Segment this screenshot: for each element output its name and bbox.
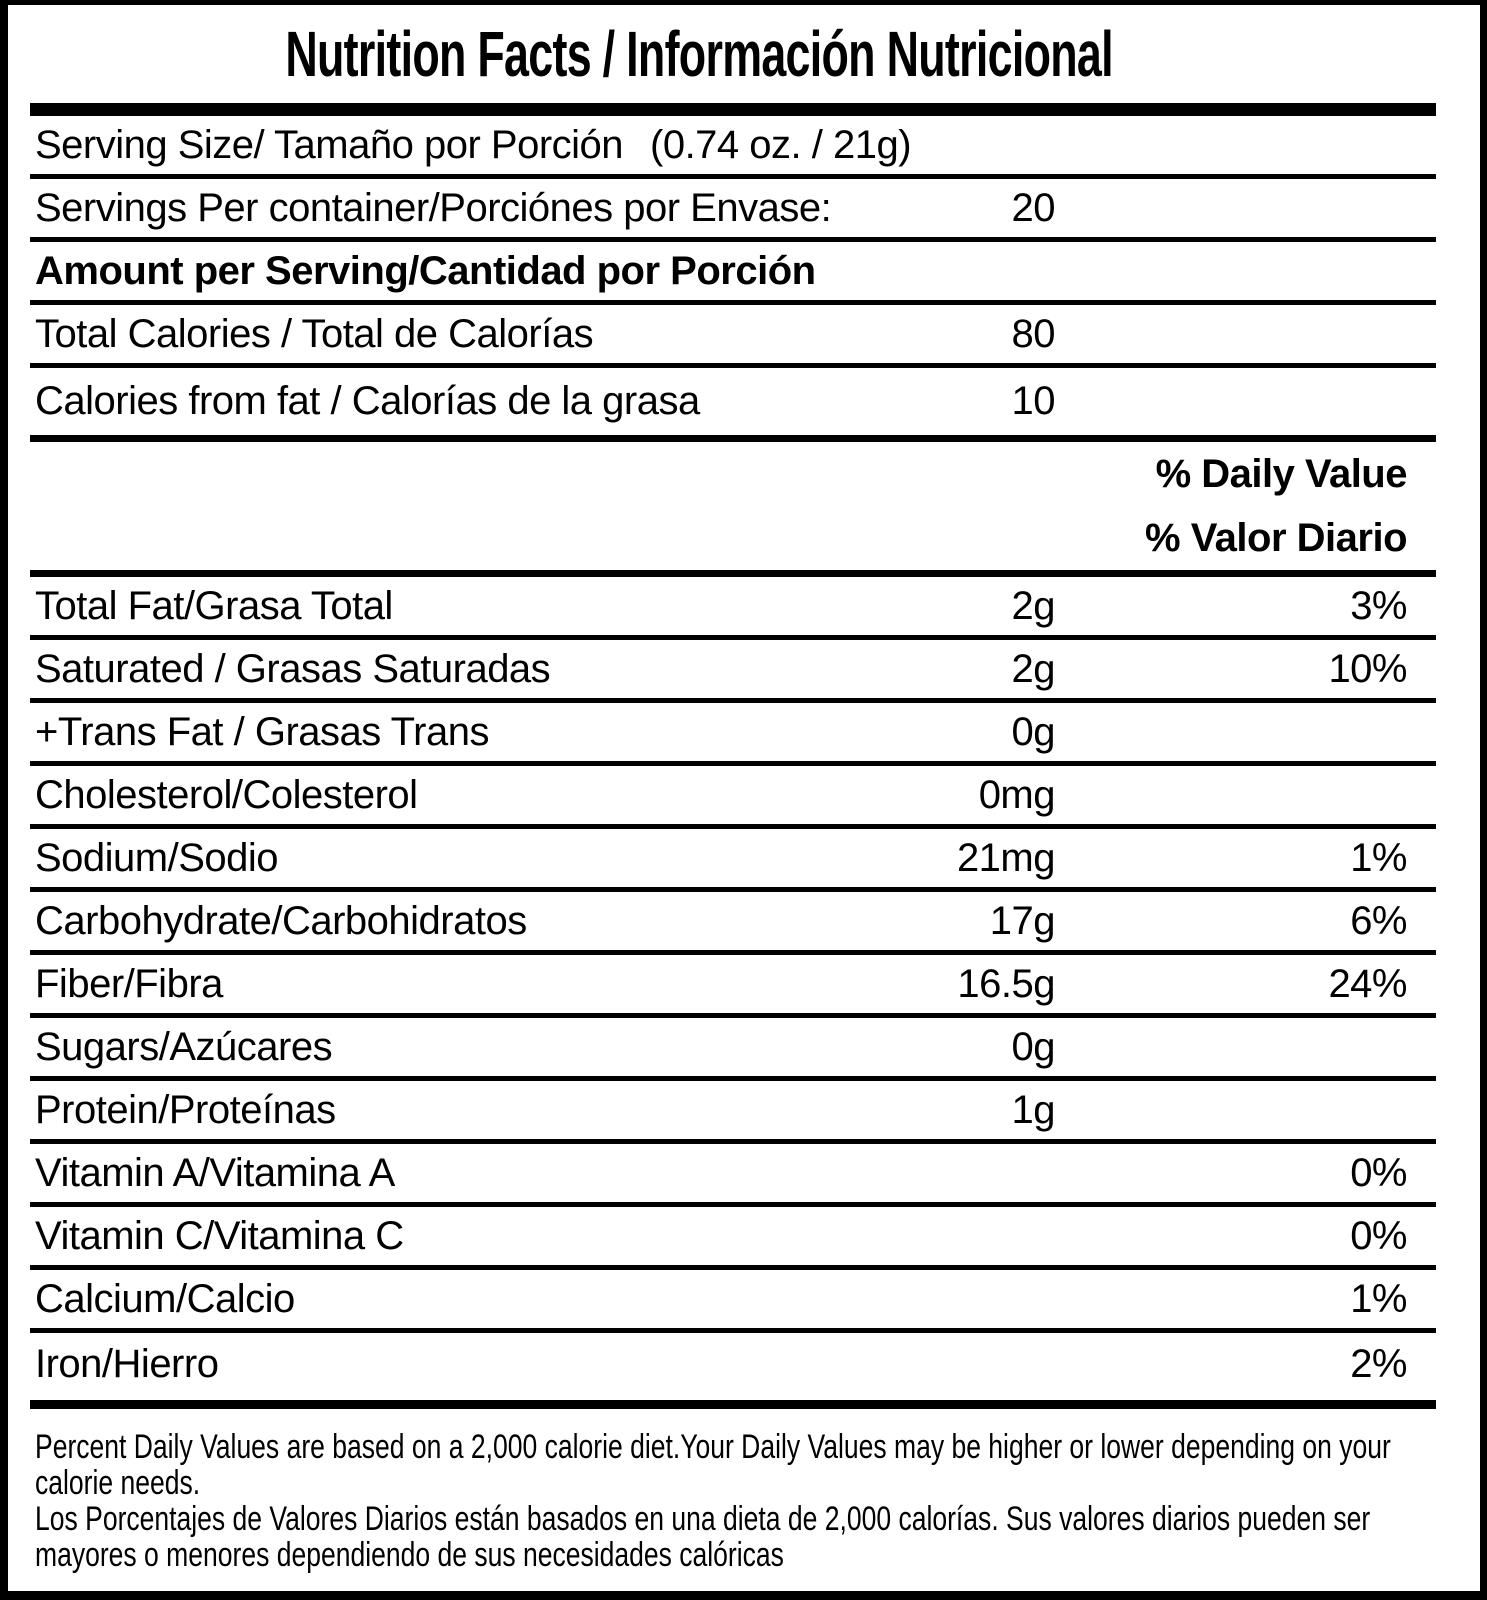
nutrient-amount: 2g bbox=[1011, 646, 1056, 691]
servings-per-container-row: Servings Per container/Porciónes por Env… bbox=[30, 179, 1436, 242]
nutrient-label: Vitamin A/Vitamina A bbox=[35, 1150, 395, 1195]
nutrient-daily-value: 24% bbox=[1328, 961, 1407, 1006]
total-calories-row: Total Calories / Total de Calorías 80 bbox=[30, 305, 1436, 368]
nutrient-daily-value: 0% bbox=[1350, 1150, 1407, 1195]
nutrient-label: Fiber/Fibra bbox=[35, 961, 223, 1006]
nutrient-row: Cholesterol/Colesterol 0mg bbox=[30, 766, 1436, 829]
nutrient-label: Protein/Proteínas bbox=[35, 1087, 336, 1132]
nutrient-daily-value: 2% bbox=[1350, 1342, 1407, 1386]
calories-from-fat-label: Calories from fat / Calorías de la grasa bbox=[35, 379, 700, 423]
serving-size-value: (0.74 oz. / 21g) bbox=[650, 122, 912, 167]
nutrient-label: Sugars/Azúcares bbox=[35, 1024, 333, 1069]
nutrient-daily-value: 6% bbox=[1350, 898, 1407, 943]
nutrient-row: Calcium/Calcio 1% bbox=[30, 1270, 1436, 1333]
nutrient-amount: 16.5g bbox=[957, 961, 1055, 1006]
nutrient-row: Vitamin A/Vitamina A 0% bbox=[30, 1144, 1436, 1207]
label-title: Nutrition Facts / Información Nutriciona… bbox=[285, 18, 1113, 90]
nutrient-row: Carbohydrate/Carbohidratos 17g 6% bbox=[30, 892, 1436, 955]
daily-value-header-es: % Valor Diario bbox=[1145, 515, 1407, 560]
nutrient-row: Total Fat/Grasa Total 2g 3% bbox=[30, 577, 1436, 640]
servings-per-container-value: 20 bbox=[1011, 185, 1056, 230]
footnote-text: calorie needs. bbox=[35, 1464, 201, 1502]
nutrient-row: Sugars/Azúcares 0g bbox=[30, 1018, 1436, 1081]
calories-from-fat-row: Calories from fat / Calorías de la grasa… bbox=[30, 368, 1436, 442]
nutrient-amount: 17g bbox=[989, 898, 1056, 943]
footnote-line: mayores o menores dependiendo de sus nec… bbox=[35, 1537, 1436, 1573]
nutrient-label: Vitamin C/Vitamina C bbox=[35, 1213, 404, 1258]
footer-separator-bar bbox=[30, 1400, 1436, 1409]
nutrient-amount: 1g bbox=[1011, 1087, 1056, 1132]
daily-value-header-block: % Daily Value % Valor Diario bbox=[30, 442, 1436, 577]
footnote-text: Percent Daily Values are based on a 2,00… bbox=[35, 1428, 1391, 1466]
footnote-line: calorie needs. bbox=[35, 1465, 1436, 1501]
nutrient-label: Iron/Hierro bbox=[35, 1342, 219, 1386]
nutrient-amount: 0g bbox=[1011, 709, 1056, 754]
label-header: Nutrition Facts / Información Nutriciona… bbox=[8, 5, 1480, 103]
amount-per-serving-header-row: Amount per Serving/Cantidad por Porción bbox=[30, 242, 1436, 305]
nutrient-daily-value: 1% bbox=[1350, 1276, 1407, 1321]
footnote-text: Los Porcentajes de Valores Diarios están… bbox=[35, 1500, 1371, 1538]
label-content: Serving Size/ Tamaño por Porción (0.74 o… bbox=[8, 116, 1480, 1396]
nutrient-daily-value: 10% bbox=[1328, 646, 1407, 691]
footnote-line: Los Porcentajes de Valores Diarios están… bbox=[35, 1501, 1436, 1537]
nutrient-amount: 2g bbox=[1011, 583, 1056, 628]
nutrient-amount: 0mg bbox=[978, 772, 1056, 817]
daily-value-header-en: % Daily Value bbox=[1155, 451, 1408, 496]
nutrient-rows: Total Fat/Grasa Total 2g 3% Saturated / … bbox=[30, 577, 1436, 1396]
nutrient-row: Sodium/Sodio 21mg 1% bbox=[30, 829, 1436, 892]
footnote-text: mayores o menores dependiendo de sus nec… bbox=[35, 1536, 784, 1574]
nutrient-row: Fiber/Fibra 16.5g 24% bbox=[30, 955, 1436, 1018]
nutrient-amount: 21mg bbox=[956, 835, 1056, 880]
amount-per-serving-header: Amount per Serving/Cantidad por Porción bbox=[35, 248, 816, 293]
nutrient-row: +Trans Fat / Grasas Trans 0g bbox=[30, 703, 1436, 766]
title-separator-bar bbox=[30, 103, 1436, 116]
nutrient-daily-value: 3% bbox=[1350, 583, 1407, 628]
serving-size-label: Serving Size/ Tamaño por Porción bbox=[35, 122, 624, 167]
serving-size-row: Serving Size/ Tamaño por Porción (0.74 o… bbox=[30, 116, 1436, 179]
nutrient-label: Total Fat/Grasa Total bbox=[35, 583, 393, 628]
nutrient-label: Carbohydrate/Carbohidratos bbox=[35, 898, 527, 943]
nutrient-daily-value: 0% bbox=[1350, 1213, 1407, 1258]
servings-per-container-label: Servings Per container/Porciónes por Env… bbox=[35, 185, 832, 230]
nutrient-label: Saturated / Grasas Saturadas bbox=[35, 646, 551, 691]
nutrient-daily-value: 1% bbox=[1350, 835, 1407, 880]
total-calories-label: Total Calories / Total de Calorías bbox=[35, 311, 594, 356]
nutrient-row: Iron/Hierro 2% bbox=[30, 1333, 1436, 1396]
total-calories-value: 80 bbox=[1011, 311, 1056, 356]
calories-from-fat-value: 10 bbox=[1011, 379, 1056, 423]
footnote: Percent Daily Values are based on a 2,00… bbox=[30, 1409, 1436, 1573]
nutrient-row: Vitamin C/Vitamina C 0% bbox=[30, 1207, 1436, 1270]
nutrient-amount: 0g bbox=[1011, 1024, 1056, 1069]
nutrient-row: Protein/Proteínas 1g bbox=[30, 1081, 1436, 1144]
nutrient-label: +Trans Fat / Grasas Trans bbox=[35, 709, 489, 754]
footnote-line: Percent Daily Values are based on a 2,00… bbox=[35, 1429, 1436, 1465]
nutrient-label: Calcium/Calcio bbox=[35, 1276, 295, 1321]
nutrient-label: Cholesterol/Colesterol bbox=[35, 772, 418, 817]
nutrient-row: Saturated / Grasas Saturadas 2g 10% bbox=[30, 640, 1436, 703]
nutrient-label: Sodium/Sodio bbox=[35, 835, 279, 880]
